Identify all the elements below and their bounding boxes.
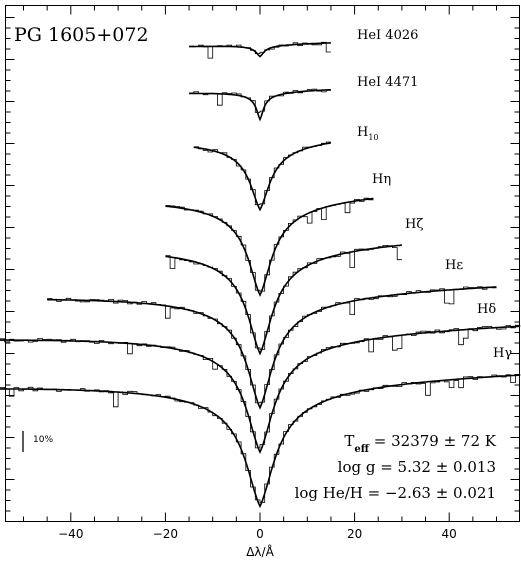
observed-spectrum: [189, 88, 331, 113]
model-curve: [193, 142, 332, 212]
model-curve: [189, 88, 331, 122]
annotation-teff: Teff = 32379 ± 72 K: [344, 432, 496, 455]
annotation-loghe: log He/H = −2.63 ± 0.021: [295, 484, 496, 502]
plot-frame: [5, 5, 520, 522]
line-label: Hζ: [405, 217, 423, 232]
scale-bar: 10%: [22, 431, 53, 452]
chart-title: PG 1605+072: [14, 24, 149, 46]
line-label: H10: [357, 125, 379, 142]
observed-spectrum: [165, 245, 402, 350]
x-tick-label: −20: [153, 527, 178, 541]
observed-spectrum: [0, 324, 521, 449]
x-tick-label: −40: [58, 527, 83, 541]
observed-spectrum: [189, 41, 331, 59]
line-profiles: [0, 41, 521, 509]
model-curve: [189, 42, 331, 58]
fit-parameters: Teff = 32379 ± 72 K log g = 5.32 ± 0.013…: [295, 432, 497, 502]
line-label: Hη: [372, 172, 391, 187]
annotation-logg: log g = 5.32 ± 0.013: [338, 458, 496, 476]
line-label: Hδ: [477, 302, 496, 317]
model-curve: [0, 374, 521, 509]
axis-ticks: −40 −20 0 20 40: [5, 5, 520, 541]
model-curve: [47, 286, 497, 410]
x-tick-label: 20: [347, 527, 362, 541]
x-axis-label: Δλ/Å: [246, 544, 274, 559]
line-labels: HeI 4026 HeI 4471 H10 Hη Hζ Hε Hδ Hγ: [357, 28, 512, 361]
x-tick-label: 40: [442, 527, 457, 541]
observed-spectrum: [193, 141, 331, 206]
line-label: HeI 4471: [357, 75, 418, 90]
observed-spectrum: [165, 197, 374, 292]
line-label: Hε: [445, 258, 463, 273]
line-label: HeI 4026: [357, 28, 418, 43]
line-label: Hγ: [493, 346, 512, 361]
model-curve: [165, 197, 374, 297]
observed-spectrum: [0, 374, 521, 503]
x-tick-label: 0: [256, 527, 264, 541]
observed-spectrum: [47, 286, 497, 404]
scale-bar-label: 10%: [33, 435, 53, 445]
model-curve: [0, 325, 521, 454]
